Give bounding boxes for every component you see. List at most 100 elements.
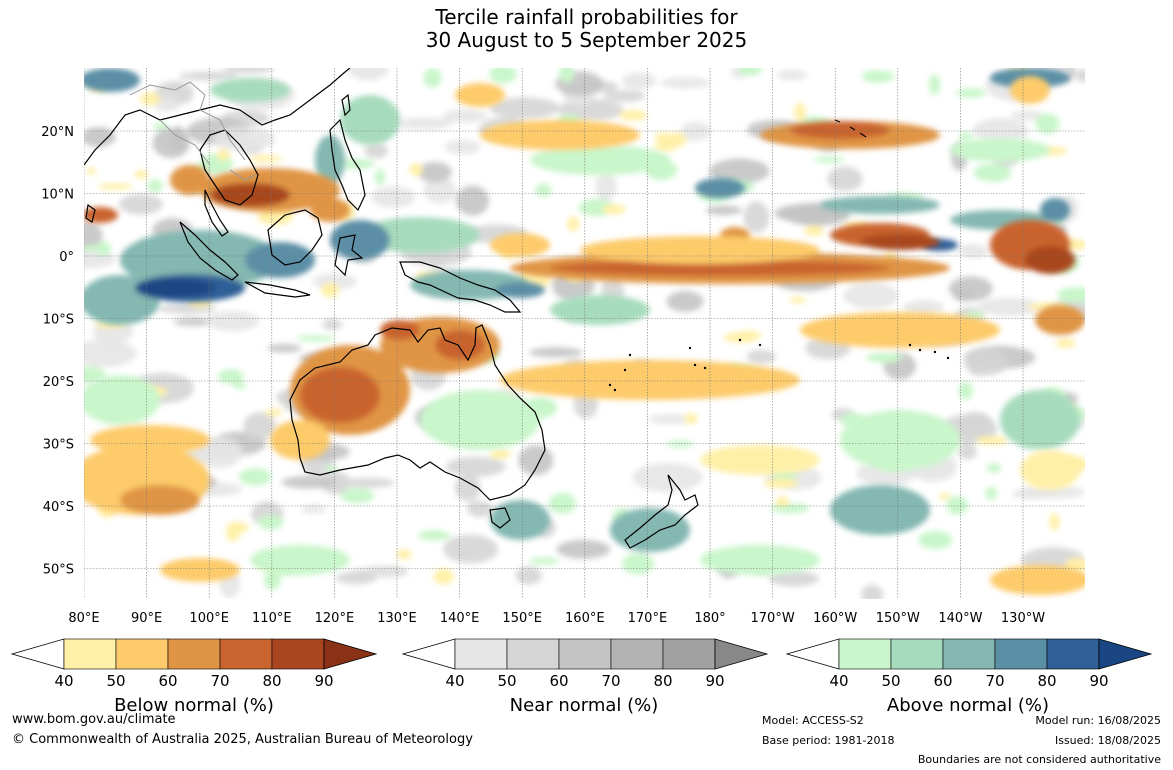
- pacific-islands: [608, 338, 950, 392]
- sulawesi-coastline: [334, 234, 364, 277]
- lat-tick-label: 40°S: [43, 500, 74, 515]
- colorbar-tick-label: 40: [54, 672, 73, 690]
- lon-tick-label: 80°E: [68, 611, 99, 626]
- island-dot: [918, 348, 922, 352]
- colorbar-tick-label: 90: [1089, 672, 1108, 690]
- hawaii-coastline: [834, 119, 867, 138]
- philippines-coastline: [329, 118, 366, 212]
- lat-axis-labels: 20°N 10°N 0° 10°S 20°S 30°S 40°S 50°S: [41, 125, 74, 578]
- below-normal-regions: [84, 76, 1085, 595]
- map-gridlines: [84, 68, 1085, 599]
- new-zealand-coastline: [624, 474, 699, 549]
- borneo-coastline: [267, 209, 323, 266]
- colorbar-tick-label: 70: [601, 672, 620, 690]
- island-dot: [946, 356, 950, 360]
- lat-tick-label: 30°S: [43, 438, 74, 453]
- colorbar-tick-label: 80: [653, 672, 672, 690]
- footer-base-period: Base period: 1981-2018: [762, 734, 895, 747]
- lat-tick-label: 50°S: [43, 563, 74, 578]
- colorbar-tick-label: 70: [985, 672, 1004, 690]
- map-title-line2: 30 August to 5 September 2025: [425, 28, 748, 52]
- colorbar-tick-label: 40: [829, 672, 848, 690]
- island-dot: [688, 346, 692, 350]
- sri-lanka-coastline: [85, 203, 96, 223]
- map-plot-area: [84, 68, 1085, 599]
- lon-tick-label: 100°E: [189, 611, 229, 626]
- colorbar-tick-label: 50: [106, 672, 125, 690]
- lat-tick-label: 10°N: [41, 188, 74, 203]
- island-dot: [908, 343, 912, 347]
- colorbar-segment: [558, 638, 612, 670]
- lon-tick-label: 180°: [694, 611, 725, 626]
- indochina-coastline: [199, 129, 259, 206]
- colorbar-min-triangle: [785, 638, 840, 670]
- footer-model-run: Model run: 16/08/2025: [1035, 714, 1161, 727]
- colorbar-tick-label: 80: [1037, 672, 1056, 690]
- lat-tick-label: 20°S: [43, 375, 74, 390]
- colorbar-segment: [942, 638, 996, 670]
- colorbar-segment: [454, 638, 508, 670]
- colorbar-tick-label: 90: [705, 672, 724, 690]
- footer-website: www.bom.gov.au/climate: [12, 712, 176, 727]
- colorbar-segment: [271, 638, 325, 670]
- colorbar-above: 40 50 60 70 80 90: [785, 638, 1153, 690]
- java-coastline: [244, 281, 311, 298]
- footer-copyright: © Commonwealth of Australia 2025, Austra…: [12, 732, 473, 747]
- colorbar-segment: [115, 638, 169, 670]
- lat-tick-label: 10°S: [43, 313, 74, 328]
- sumatra-coastline: [179, 221, 239, 281]
- colorbar-segment: [63, 638, 117, 670]
- above-normal-regions: [84, 68, 1080, 575]
- asia-mainland-coastline: [84, 68, 351, 166]
- coastlines: [84, 68, 867, 549]
- lon-tick-label: 150°W: [876, 611, 920, 626]
- colorbar-segment: [506, 638, 560, 670]
- lon-tick-label: 160°W: [813, 611, 857, 626]
- island-dot: [738, 338, 742, 342]
- colorbar-segment: [219, 638, 273, 670]
- taiwan-coastline: [341, 93, 351, 117]
- island-dot: [693, 363, 697, 367]
- colorbar-tick-label: 80: [262, 672, 281, 690]
- map-title-line1: Tercile rainfall probabilities for: [435, 5, 738, 29]
- lon-tick-label: 130°E: [377, 611, 417, 626]
- footer-model: Model: ACCESS-S2: [762, 714, 864, 727]
- colorbar-below: 40 50 60 70 80 90: [10, 638, 378, 690]
- lon-tick-label: 130°W: [1001, 611, 1045, 626]
- country-borders: [129, 81, 256, 181]
- colorbar-segment: [662, 638, 716, 670]
- colorbar-max-triangle: [1098, 638, 1153, 670]
- tasmania-coastline: [489, 507, 511, 529]
- footer-issued: Issued: 18/08/2025: [1054, 734, 1161, 747]
- footer-disclaimer: Boundaries are not considered authoritat…: [917, 753, 1161, 766]
- colorbar-below-label: Below normal (%): [114, 695, 274, 716]
- island-dot: [628, 353, 632, 357]
- lon-tick-label: 140°W: [938, 611, 982, 626]
- colorbar-min-triangle: [10, 638, 65, 670]
- lon-tick-label: 140°E: [440, 611, 480, 626]
- new-guinea-coastline: [399, 261, 522, 313]
- lon-tick-label: 120°E: [315, 611, 355, 626]
- lat-tick-label: 0°: [59, 250, 74, 265]
- colorbar-tick-label: 50: [497, 672, 516, 690]
- colorbar-segment: [1046, 638, 1100, 670]
- lon-tick-label: 160°E: [565, 611, 605, 626]
- colorbar-segment: [994, 638, 1048, 670]
- colorbar-segment: [890, 638, 944, 670]
- colorbar-segment: [838, 638, 892, 670]
- colorbar-tick-label: 60: [549, 672, 568, 690]
- island-dot: [933, 350, 937, 354]
- malay-peninsula-coastline: [204, 189, 229, 237]
- colorbar-tick-label: 60: [158, 672, 177, 690]
- colorbar-segment: [167, 638, 221, 670]
- colorbar-tick-label: 90: [314, 672, 333, 690]
- australia-coastline: [289, 324, 546, 501]
- island-dot: [703, 366, 707, 370]
- lon-tick-label: 170°E: [628, 611, 668, 626]
- lon-axis-labels: 80°E 90°E 100°E 110°E 120°E 130°E 140°E 150°E 16…: [68, 611, 1045, 626]
- lon-tick-label: 170°W: [751, 611, 795, 626]
- colorbar-min-triangle: [401, 638, 456, 670]
- colorbar-tick-label: 50: [881, 672, 900, 690]
- colorbar-near: 40 50 60 70 80 90: [401, 638, 769, 690]
